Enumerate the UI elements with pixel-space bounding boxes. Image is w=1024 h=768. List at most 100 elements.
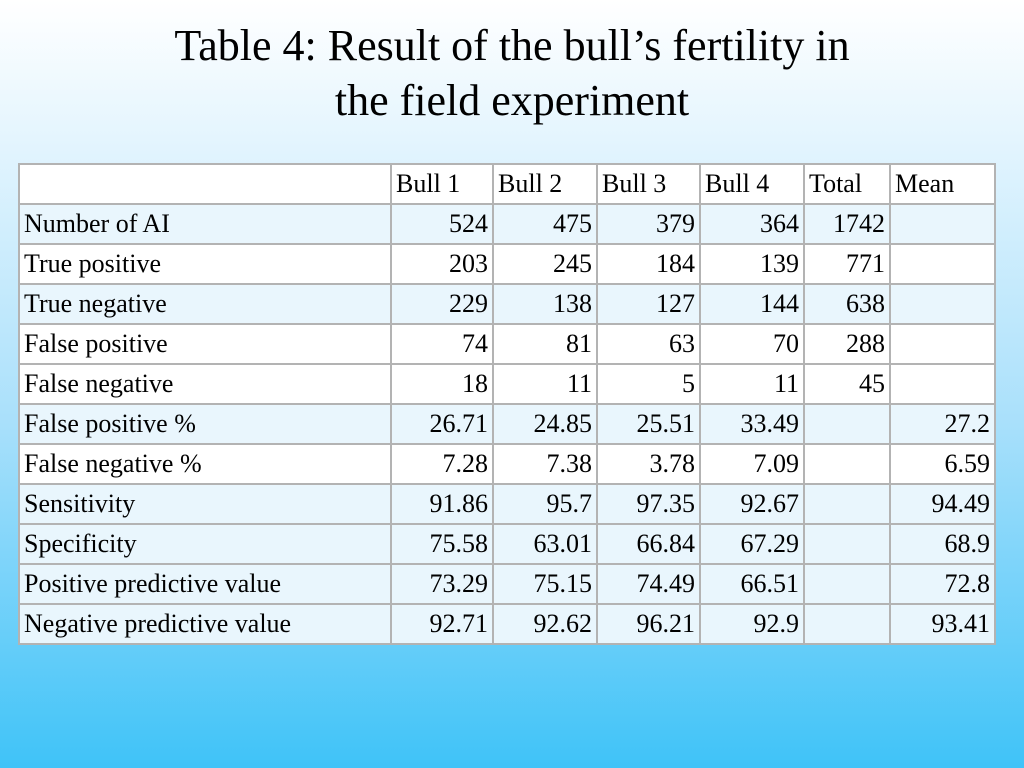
table-cell	[889, 203, 996, 245]
table-cell	[803, 443, 891, 485]
table-cell: 45	[803, 363, 891, 405]
table-cell: 127	[596, 283, 701, 325]
table-row: True positive 203 245 184 139 771	[18, 243, 996, 285]
table-cell	[803, 483, 891, 525]
table-cell: 1742	[803, 203, 891, 245]
table-cell: 92.71	[390, 603, 494, 645]
table-row: Specificity 75.58 63.01 66.84 67.29 68.9	[18, 523, 996, 565]
table-cell: 93.41	[889, 603, 996, 645]
table-cell: 138	[492, 283, 598, 325]
table-cell: 26.71	[390, 403, 494, 445]
table-cell	[803, 523, 891, 565]
table-cell: 364	[699, 203, 805, 245]
row-label: False positive	[18, 323, 392, 365]
table-cell: 94.49	[889, 483, 996, 525]
row-label: Specificity	[18, 523, 392, 565]
table-cell: 27.2	[889, 403, 996, 445]
table-cell: 74.49	[596, 563, 701, 605]
table-cell: 72.8	[889, 563, 996, 605]
table-cell: 229	[390, 283, 494, 325]
table-cell: 18	[390, 363, 494, 405]
column-header-bull-2: Bull 2	[492, 163, 598, 205]
table-cell: 97.35	[596, 483, 701, 525]
table-cell	[803, 603, 891, 645]
column-header-mean: Mean	[889, 163, 996, 205]
table-cell: 3.78	[596, 443, 701, 485]
table-cell: 66.51	[699, 563, 805, 605]
column-header-empty	[18, 163, 392, 205]
column-header-total: Total	[803, 163, 891, 205]
slide-title-line-1: Table 4: Result of the bull’s fertility …	[174, 21, 850, 70]
table-cell: 68.9	[889, 523, 996, 565]
table-cell: 25.51	[596, 403, 701, 445]
table-cell: 203	[390, 243, 494, 285]
table-cell: 96.21	[596, 603, 701, 645]
table-cell	[889, 323, 996, 365]
table-cell: 92.9	[699, 603, 805, 645]
table-cell: 139	[699, 243, 805, 285]
results-table: Bull 1 Bull 2 Bull 3 Bull 4 Total Mean N…	[18, 163, 996, 645]
table-cell: 73.29	[390, 563, 494, 605]
column-header-bull-1: Bull 1	[390, 163, 494, 205]
table-cell	[889, 243, 996, 285]
table-cell: 11	[492, 363, 598, 405]
row-label: Negative predictive value	[18, 603, 392, 645]
table-cell: 7.28	[390, 443, 494, 485]
table-header-row: Bull 1 Bull 2 Bull 3 Bull 4 Total Mean	[18, 163, 996, 205]
table-cell: 81	[492, 323, 598, 365]
table-cell: 70	[699, 323, 805, 365]
table-cell: 95.7	[492, 483, 598, 525]
table-row: Positive predictive value 73.29 75.15 74…	[18, 563, 996, 605]
table-cell: 92.62	[492, 603, 598, 645]
table-row: Number of AI 524 475 379 364 1742	[18, 203, 996, 245]
table-cell: 6.59	[889, 443, 996, 485]
table-cell: 33.49	[699, 403, 805, 445]
table-cell: 75.58	[390, 523, 494, 565]
table-cell: 66.84	[596, 523, 701, 565]
table-cell: 91.86	[390, 483, 494, 525]
row-label: True positive	[18, 243, 392, 285]
table-cell: 11	[699, 363, 805, 405]
row-label: False negative	[18, 363, 392, 405]
table-cell: 638	[803, 283, 891, 325]
slide-title: Table 4: Result of the bull’s fertility …	[0, 18, 1024, 128]
column-header-bull-4: Bull 4	[699, 163, 805, 205]
slide-title-line-2: the field experiment	[334, 76, 690, 125]
row-label: False positive %	[18, 403, 392, 445]
row-label: Positive predictive value	[18, 563, 392, 605]
table-cell: 92.67	[699, 483, 805, 525]
table-row: True negative 229 138 127 144 638	[18, 283, 996, 325]
table-cell: 771	[803, 243, 891, 285]
table-cell: 7.09	[699, 443, 805, 485]
table-cell	[803, 403, 891, 445]
table-cell: 524	[390, 203, 494, 245]
table-cell: 74	[390, 323, 494, 365]
row-label: Number of AI	[18, 203, 392, 245]
table-cell: 24.85	[492, 403, 598, 445]
table-cell: 379	[596, 203, 701, 245]
table-cell: 63.01	[492, 523, 598, 565]
table-row: Sensitivity 91.86 95.7 97.35 92.67 94.49	[18, 483, 996, 525]
table-cell: 5	[596, 363, 701, 405]
table-cell: 245	[492, 243, 598, 285]
table-cell	[803, 563, 891, 605]
table-row: False negative % 7.28 7.38 3.78 7.09 6.5…	[18, 443, 996, 485]
table-row: False positive 74 81 63 70 288	[18, 323, 996, 365]
row-label: True negative	[18, 283, 392, 325]
table-cell: 288	[803, 323, 891, 365]
row-label: Sensitivity	[18, 483, 392, 525]
table-cell: 63	[596, 323, 701, 365]
table-cell: 475	[492, 203, 598, 245]
table-cell: 67.29	[699, 523, 805, 565]
table-cell	[889, 283, 996, 325]
table-row: False positive % 26.71 24.85 25.51 33.49…	[18, 403, 996, 445]
table-cell: 144	[699, 283, 805, 325]
table-cell: 184	[596, 243, 701, 285]
column-header-bull-3: Bull 3	[596, 163, 701, 205]
table-cell: 75.15	[492, 563, 598, 605]
table-row: Negative predictive value 92.71 92.62 96…	[18, 603, 996, 645]
table-cell	[889, 363, 996, 405]
table-cell: 7.38	[492, 443, 598, 485]
row-label: False negative %	[18, 443, 392, 485]
table-row: False negative 18 11 5 11 45	[18, 363, 996, 405]
